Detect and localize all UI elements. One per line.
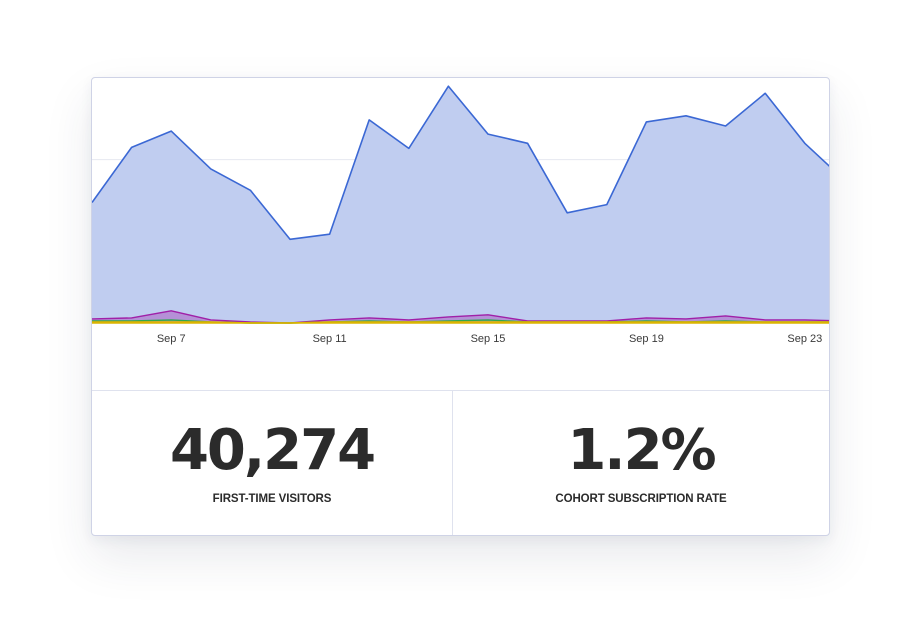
series-1-line [92, 310, 829, 324]
subscription-rate-stat: 1.2% COHORT SUBSCRIPTION RATE [453, 391, 829, 535]
subscription-rate-value: 1.2% [567, 418, 716, 483]
x-tick-label: Sep 7 [157, 333, 186, 345]
first-time-visitors-label: FIRST-TIME VISITORS [212, 493, 332, 505]
series-0-area [92, 86, 829, 323]
series-3-line [92, 321, 829, 324]
x-tick-label: Sep 23 [787, 333, 822, 345]
series-0-line [92, 85, 829, 241]
visitors-area-chart: Sep 7 Sep 11 Sep 15 Sep 19 Sep 23 [92, 78, 829, 390]
subscription-rate-label: COHORT SUBSCRIPTION RATE [555, 493, 727, 505]
analytics-card: Sep 7 Sep 11 Sep 15 Sep 19 Sep 23 40,274 FIR… [91, 77, 830, 536]
x-tick-label: Sep 19 [629, 333, 664, 345]
chart-svg: Sep 7 Sep 11 Sep 15 Sep 19 Sep 23 [92, 85, 829, 345]
x-tick-label: Sep 15 [471, 333, 506, 345]
first-time-visitors-value: 40,274 [169, 418, 376, 483]
stats-row: 40,274 FIRST-TIME VISITORS 1.2% COHORT S… [92, 390, 829, 535]
first-time-visitors-stat: 40,274 FIRST-TIME VISITORS [92, 391, 453, 535]
x-tick-label: Sep 11 [313, 333, 347, 345]
